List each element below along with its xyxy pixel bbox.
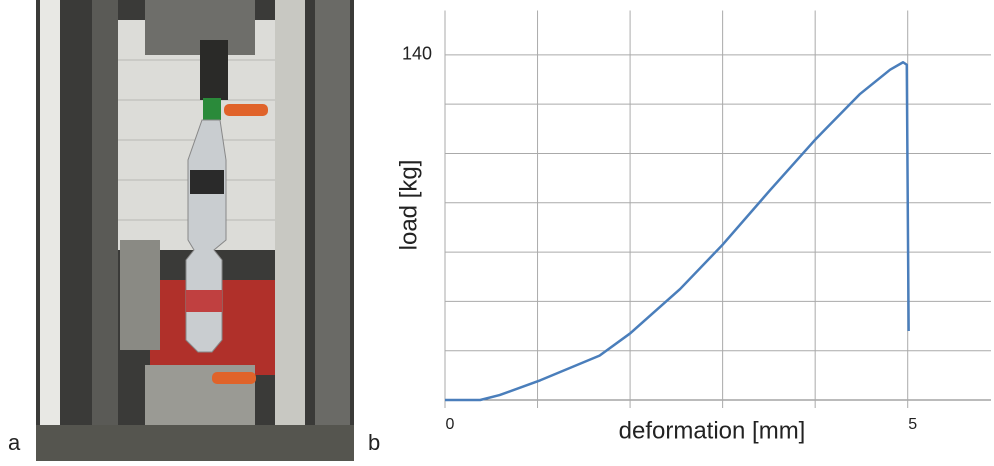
panel-label: a — [8, 430, 21, 455]
y-tick-label: 140 — [402, 44, 432, 64]
x-tick-label: 0 — [446, 416, 455, 433]
figure: a b deformation [mm] load [kg] 140 0 5 — [0, 0, 994, 461]
chart: deformation [mm] load [kg] 140 0 5 — [395, 11, 991, 445]
x-tick-label: 5 — [908, 416, 917, 433]
panel-label: b — [368, 430, 380, 455]
y-axis-label: load [kg] — [395, 160, 422, 251]
photo — [36, 0, 354, 461]
data-line — [445, 62, 909, 400]
x-axis-label: deformation [mm] — [619, 417, 806, 444]
